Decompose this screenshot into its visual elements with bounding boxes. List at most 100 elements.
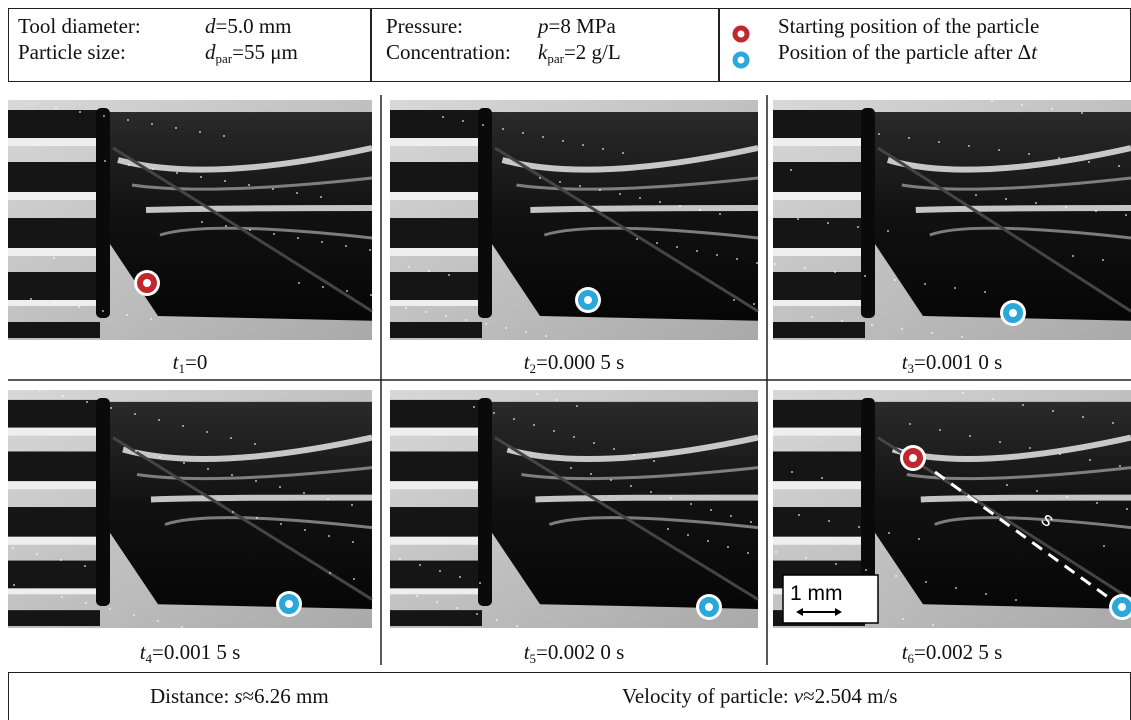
particle-dot bbox=[462, 120, 464, 122]
particle-dot bbox=[901, 328, 903, 330]
particle-dot bbox=[1125, 214, 1127, 216]
particle-dot bbox=[55, 107, 57, 109]
particle-dot bbox=[135, 450, 137, 452]
shank-band bbox=[390, 561, 482, 591]
frame-caption: t4=0.001 5 s bbox=[8, 640, 372, 667]
particle-dot bbox=[86, 401, 88, 403]
particle-dot bbox=[599, 189, 601, 191]
neck bbox=[478, 108, 492, 318]
particle-dot bbox=[696, 250, 698, 252]
particle-dot bbox=[329, 572, 331, 574]
particle-dot bbox=[231, 474, 233, 476]
particle-dot bbox=[775, 551, 777, 553]
particle-dot bbox=[699, 209, 701, 211]
particle-dot bbox=[133, 614, 135, 616]
particle-dot bbox=[1022, 404, 1024, 406]
particle-dot bbox=[895, 575, 897, 577]
particle-dot bbox=[1082, 416, 1084, 418]
particle-dot bbox=[834, 271, 836, 273]
particle-dot bbox=[871, 324, 873, 326]
particle-dot bbox=[151, 123, 153, 125]
param-label: Particle size: bbox=[18, 40, 126, 64]
flute-highlight bbox=[535, 498, 758, 500]
drill-body bbox=[875, 112, 1131, 321]
particle-dot bbox=[485, 323, 487, 325]
particle-dot bbox=[811, 316, 813, 318]
shank-band bbox=[390, 218, 482, 248]
particle-dot bbox=[62, 395, 64, 397]
particle-dot bbox=[857, 226, 859, 228]
particle-dot bbox=[650, 491, 652, 493]
value: =2 g/L bbox=[564, 40, 621, 64]
shank-highlight bbox=[8, 300, 98, 306]
particle-dot bbox=[496, 619, 498, 621]
particle-dot bbox=[992, 398, 994, 400]
particle-dot bbox=[442, 116, 444, 118]
particle-dot bbox=[37, 590, 39, 592]
value: =0.001 5 s bbox=[152, 640, 240, 664]
flute-highlight bbox=[916, 208, 1131, 210]
particle-dot bbox=[1096, 502, 1098, 504]
frame-caption: t6=0.002 5 s bbox=[773, 640, 1131, 667]
particle-dot bbox=[109, 608, 111, 610]
value: =0.000 5 s bbox=[536, 350, 624, 374]
particle-dot bbox=[439, 570, 441, 572]
particle-dot bbox=[576, 405, 578, 407]
drill-body bbox=[875, 402, 1131, 609]
particle-dot bbox=[476, 613, 478, 615]
particle-dot bbox=[559, 181, 561, 183]
symbol: p bbox=[538, 14, 549, 38]
particle-dot bbox=[667, 528, 669, 530]
param-value: p=8 MPa bbox=[538, 14, 616, 39]
particle-dot bbox=[102, 310, 104, 312]
particle-dot bbox=[53, 257, 55, 259]
particle-dot bbox=[730, 515, 732, 517]
particle-dot bbox=[513, 418, 515, 420]
shank-band bbox=[773, 162, 865, 192]
particle-dot bbox=[1035, 202, 1037, 204]
particle-dot bbox=[183, 462, 185, 464]
drill-body bbox=[110, 402, 372, 609]
particle-dot bbox=[909, 423, 911, 425]
particle-dot bbox=[636, 238, 638, 240]
legend-entry: Starting position of the particle bbox=[778, 14, 1039, 39]
shank-band bbox=[773, 451, 865, 481]
particle-dot bbox=[103, 115, 105, 117]
shank-highlight bbox=[390, 192, 480, 200]
shank-band bbox=[390, 507, 482, 537]
particle-dot bbox=[938, 141, 940, 143]
particle-dot bbox=[902, 618, 904, 620]
shank-highlight bbox=[8, 192, 98, 200]
particle-dot bbox=[502, 128, 504, 130]
particle-dot bbox=[864, 275, 866, 277]
value: ≈2.504 m/s bbox=[803, 684, 897, 708]
shank-highlight bbox=[390, 428, 480, 436]
particle-dot bbox=[345, 245, 347, 247]
particle-dot bbox=[175, 127, 177, 129]
drill-body bbox=[492, 402, 758, 609]
shank-band bbox=[8, 218, 100, 248]
photo bbox=[8, 389, 372, 628]
particle-dot bbox=[542, 136, 544, 138]
particle-dot bbox=[303, 492, 305, 494]
particle-dot bbox=[353, 578, 355, 580]
particle-dot bbox=[60, 559, 62, 561]
particle-dot bbox=[639, 197, 641, 199]
particle-dot bbox=[633, 454, 635, 456]
shank-band bbox=[8, 322, 100, 338]
particle-dot bbox=[932, 624, 934, 626]
particle-dot bbox=[1029, 447, 1031, 449]
particle-dot bbox=[1052, 410, 1054, 412]
value: =0 bbox=[185, 350, 207, 374]
photo bbox=[390, 390, 758, 628]
particle-dot bbox=[201, 221, 203, 223]
particle-dot bbox=[961, 336, 963, 338]
symbol: s bbox=[234, 684, 242, 708]
particle-dot bbox=[908, 137, 910, 139]
particle-dot bbox=[894, 279, 896, 281]
particle-dot bbox=[255, 480, 257, 482]
particle-dot bbox=[1088, 161, 1090, 163]
symbol: k bbox=[538, 40, 547, 64]
shank-highlight bbox=[773, 537, 863, 545]
shank-band bbox=[773, 507, 865, 537]
